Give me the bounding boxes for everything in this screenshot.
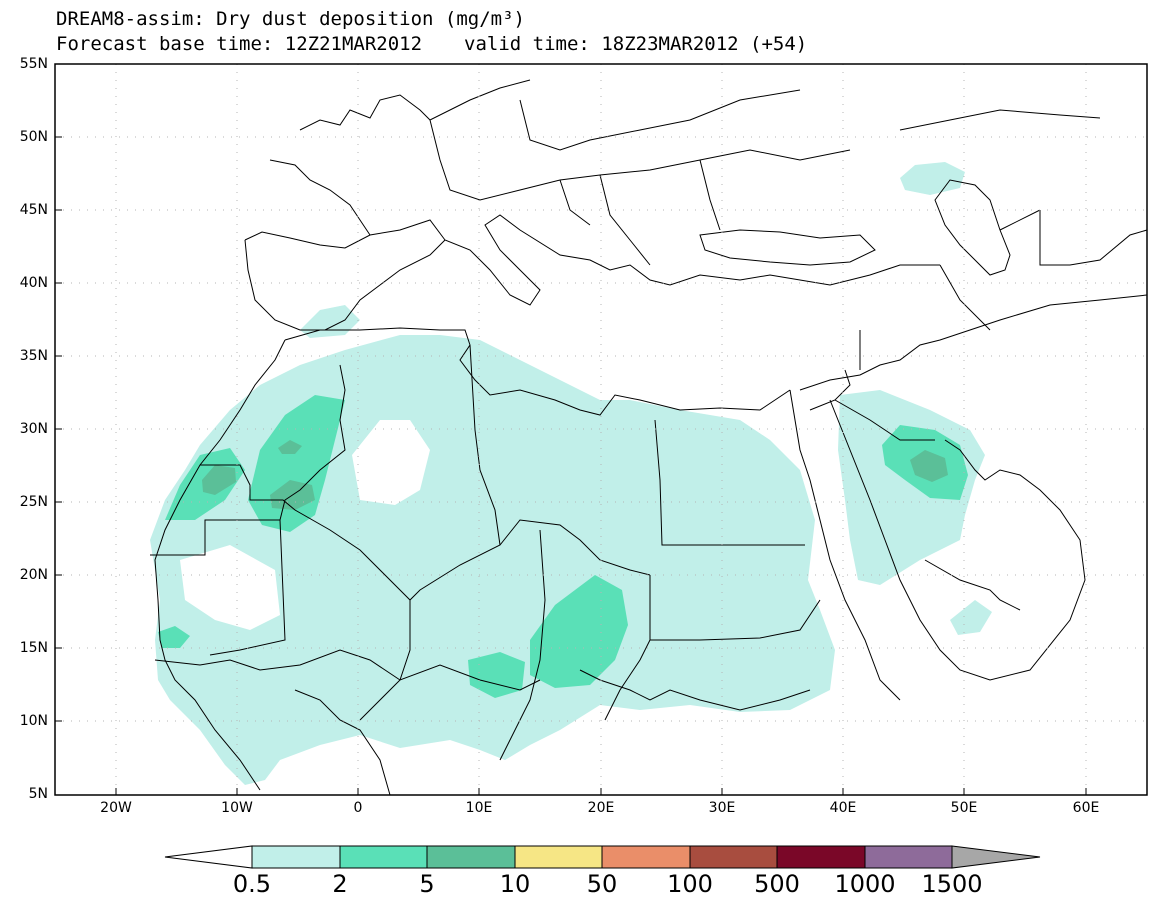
lat-label: 45N <box>19 202 48 218</box>
lon-label: 40E <box>829 800 857 816</box>
color-bar-label: 50 <box>586 870 618 898</box>
lon-label: 60E <box>1072 800 1100 816</box>
lat-label: 20N <box>19 567 48 583</box>
lon-label: 20W <box>100 800 132 816</box>
color-swatch-3 <box>514 845 603 869</box>
color-bar-lower-arrow <box>164 845 253 869</box>
color-bar-label: 1000 <box>834 870 896 898</box>
lat-label: 25N <box>19 494 48 510</box>
color-swatch-7 <box>864 845 953 869</box>
time-info: Forecast base time: 12Z21MAR2012 valid ti… <box>56 34 807 54</box>
lat-label: 35N <box>19 348 48 364</box>
color-bar-label: 100 <box>667 870 713 898</box>
lat-label: 5N <box>28 786 48 802</box>
color-swatch-5 <box>689 845 778 869</box>
color-swatch-2 <box>426 845 516 869</box>
dust-region-2 <box>468 652 525 698</box>
coastlines-and-borders <box>150 79 1148 796</box>
lat-label: 55N <box>19 56 48 72</box>
dust-region-0-5 <box>950 600 992 635</box>
lon-label: 0 <box>353 800 363 816</box>
color-swatch-1 <box>339 845 428 869</box>
lon-label: 20E <box>587 800 615 816</box>
color-bar-label: 0.5 <box>232 870 272 898</box>
map-title: DREAM8-assim: Dry dust deposition (mg/m³… <box>56 8 525 30</box>
tick-marks <box>55 136 1087 795</box>
forecast-base-time: Forecast base time: 12Z21MAR2012 <box>56 33 423 55</box>
color-bar-label: 2 <box>332 870 348 898</box>
dust-region-5 <box>910 450 948 482</box>
lon-label: 50E <box>950 800 978 816</box>
lat-label: 50N <box>19 129 48 145</box>
dust-region-5 <box>202 465 236 495</box>
lon-label: 10W <box>221 800 253 816</box>
color-bar-label: 1500 <box>921 870 983 898</box>
dust-region-2 <box>530 575 628 688</box>
color-bar-upper-arrow <box>951 845 1041 869</box>
color-swatch-0 <box>251 845 341 869</box>
color-bar-label: 5 <box>419 870 435 898</box>
color-bar-label: 500 <box>754 870 800 898</box>
lat-label: 40N <box>19 275 48 291</box>
color-bar <box>164 845 1041 869</box>
lon-label: 30E <box>708 800 736 816</box>
color-bar-label: 10 <box>499 870 531 898</box>
dust-deposition-fields <box>150 162 992 785</box>
lat-label: 15N <box>19 640 48 656</box>
color-swatch-4 <box>601 845 691 869</box>
lat-label: 30N <box>19 421 48 437</box>
color-swatch-6 <box>776 845 866 869</box>
valid-time: valid time: 18Z23MAR2012 (+54) <box>464 33 808 55</box>
dust-region-5 <box>278 440 302 454</box>
lat-label: 10N <box>19 713 48 729</box>
dust-region-0-5 <box>900 162 965 195</box>
dust-region-0-5 <box>150 335 835 785</box>
lon-label: 10E <box>465 800 493 816</box>
dust-region-2 <box>158 626 190 648</box>
